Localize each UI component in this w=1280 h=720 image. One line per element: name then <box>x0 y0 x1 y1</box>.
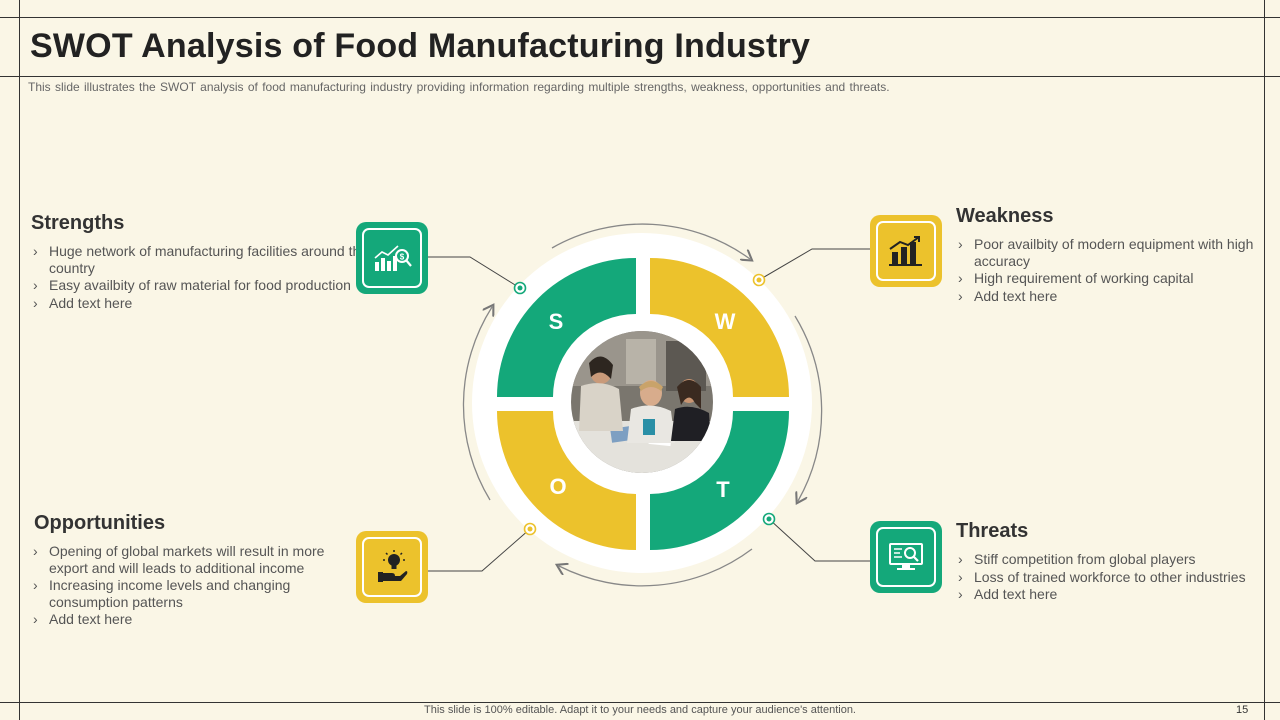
team-meeting-photo <box>571 331 713 473</box>
arrow-right <box>794 315 823 501</box>
threats-list: Stiff competition from global players Lo… <box>956 551 1256 603</box>
letter-w: W <box>714 309 736 334</box>
connector-weakness <box>758 248 870 281</box>
page-number: 15 <box>1236 704 1249 716</box>
connector-opportunities <box>427 528 531 572</box>
arrow-bottom <box>559 548 753 587</box>
page-title: SWOT Analysis of Food Manufacturing Indu… <box>30 27 811 65</box>
lightbulb-hand-icon <box>378 550 408 582</box>
letter-t: T <box>716 477 730 502</box>
list-item: Stiff competition from global players <box>956 551 1256 568</box>
segment-t <box>650 411 789 550</box>
weakness-heading: Weakness <box>956 205 1054 227</box>
segment-w <box>650 258 789 397</box>
list-item: Easy availbity of raw material for food … <box>31 277 371 294</box>
svg-text:$: $ <box>400 253 405 262</box>
title-divider-line <box>0 76 1280 77</box>
opportunities-section: Opportunities Opening of global markets … <box>31 512 341 629</box>
strengths-list: Huge network of manufacturing facilities… <box>31 243 371 311</box>
arrow-top <box>551 223 750 259</box>
threats-heading: Threats <box>956 520 1029 542</box>
list-item: Add text here <box>31 611 341 628</box>
opportunities-icon-box <box>356 531 428 603</box>
threats-section: Threats Stiff competition from global pl… <box>956 520 1256 604</box>
letter-s: S <box>548 309 564 334</box>
page-subtitle: This slide illustrates the SWOT analysis… <box>28 80 890 94</box>
weakness-icon-box <box>870 215 942 287</box>
letter-o: O <box>549 474 567 499</box>
footer-note: This slide is 100% editable. Adapt it to… <box>424 704 856 716</box>
segment-s <box>497 258 636 397</box>
list-item: Poor availbity of modern equipment with … <box>956 236 1256 269</box>
weakness-list: Poor availbity of modern equipment with … <box>956 236 1256 304</box>
arrow-left <box>462 307 492 501</box>
top-border-line <box>0 17 1280 18</box>
chart-dollar-icon: $ <box>374 245 412 271</box>
bar-chart-icon <box>889 236 922 266</box>
weakness-section: Weakness Poor availbity of modern equipm… <box>956 205 1256 305</box>
threats-icon-box <box>870 521 942 593</box>
strengths-heading: Strengths <box>31 212 125 234</box>
right-border-line <box>1264 0 1265 720</box>
bottom-border-line <box>0 702 1280 703</box>
list-item: Increasing income levels and changing co… <box>31 577 341 610</box>
opportunities-heading: Opportunities <box>34 512 166 534</box>
segment-o <box>497 411 636 550</box>
list-item: Add text here <box>956 288 1256 305</box>
opportunities-list: Opening of global markets will result in… <box>31 543 341 628</box>
strengths-icon-box: $ <box>356 222 428 294</box>
connector-strengths <box>427 256 521 289</box>
list-item: Loss of trained workforce to other indus… <box>956 569 1256 586</box>
list-item: Add text here <box>31 295 371 312</box>
monitor-search-icon <box>889 543 923 570</box>
list-item: Add text here <box>956 586 1256 603</box>
list-item: Huge network of manufacturing facilities… <box>31 243 371 276</box>
list-item: High requirement of working capital <box>956 270 1256 287</box>
list-item: Opening of global markets will result in… <box>31 543 341 576</box>
strengths-section: Strengths Huge network of manufacturing … <box>31 212 371 312</box>
left-border-line <box>19 0 20 720</box>
connector-threats <box>768 518 870 562</box>
